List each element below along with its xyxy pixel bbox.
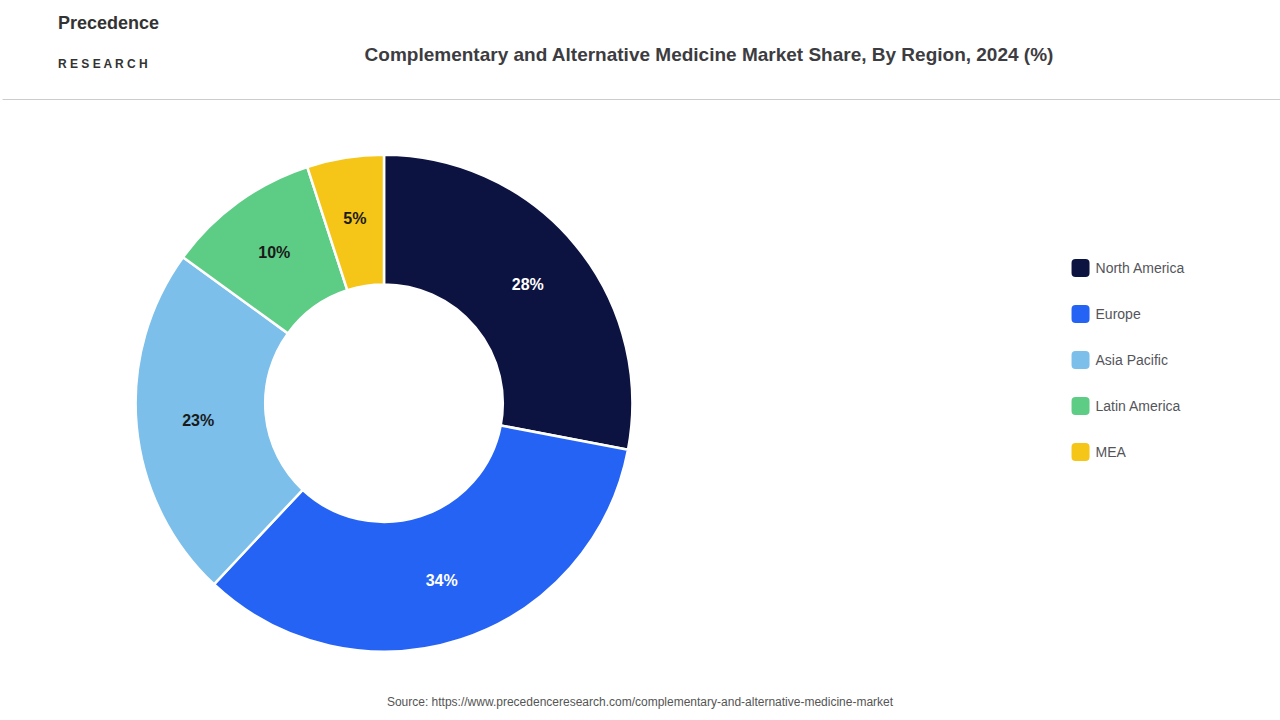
svg-text:Complementary and Alternative: Complementary and Alternative Medicine M… [365, 44, 1054, 65]
svg-text:Europe: Europe [1096, 306, 1141, 322]
svg-text:Asia Pacific: Asia Pacific [1096, 352, 1168, 368]
svg-text:MEA: MEA [1096, 444, 1127, 460]
svg-text:23%: 23% [182, 412, 214, 429]
svg-text:10%: 10% [258, 244, 290, 261]
svg-text:R E S E A R C H: R E S E A R C H [58, 57, 148, 71]
svg-text:North America: North America [1096, 260, 1185, 276]
svg-text:34%: 34% [426, 572, 458, 589]
svg-text:Latin America: Latin America [1096, 398, 1181, 414]
svg-text:28%: 28% [512, 276, 544, 293]
svg-text:Source: https://www.precedence: Source: https://www.precedenceresearch.c… [387, 695, 894, 709]
svg-text:Precedence: Precedence [58, 13, 159, 33]
svg-text:5%: 5% [343, 210, 366, 227]
